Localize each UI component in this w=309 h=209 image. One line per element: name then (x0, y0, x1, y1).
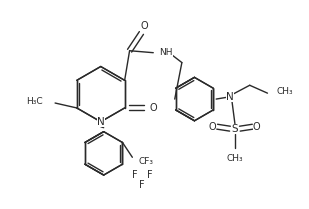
Text: O: O (141, 21, 148, 31)
Text: O: O (208, 122, 216, 132)
Text: H₃C: H₃C (27, 97, 43, 106)
Text: O: O (253, 122, 260, 132)
Text: CH₃: CH₃ (226, 154, 243, 163)
Text: F: F (132, 170, 137, 180)
Text: O: O (150, 103, 157, 113)
Text: NH: NH (159, 48, 173, 57)
Text: N: N (226, 92, 234, 102)
Text: S: S (232, 124, 238, 134)
Text: F: F (147, 170, 153, 180)
Text: F: F (139, 180, 145, 190)
Text: CH₃: CH₃ (276, 87, 293, 96)
Text: CF₃: CF₃ (138, 157, 153, 166)
Text: N: N (97, 117, 105, 127)
